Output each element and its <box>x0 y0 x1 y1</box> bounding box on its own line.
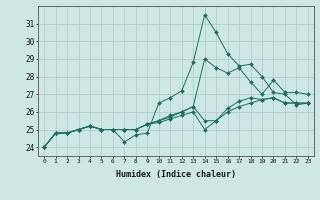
X-axis label: Humidex (Indice chaleur): Humidex (Indice chaleur) <box>116 170 236 179</box>
